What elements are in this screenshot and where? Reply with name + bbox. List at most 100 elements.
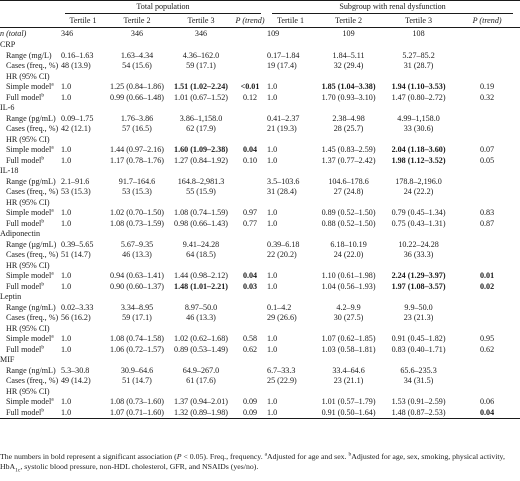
table-cell [383, 355, 456, 366]
table-cell [107, 355, 169, 366]
table-cell: 0.02 [479, 281, 495, 291]
table-cell: 104.6–178.6 [328, 176, 369, 186]
table-cell [169, 229, 235, 240]
table-cell [169, 166, 235, 177]
table-cell: 57 (16.5) [122, 124, 152, 134]
range-label: Range (pg/mL) [6, 176, 56, 186]
table-cell: 0.32 [479, 92, 495, 102]
results-table: Total population Subgroup with renal dys… [0, 0, 520, 419]
table-cell: 2.04 (1.18–3.60) [391, 145, 446, 155]
table-cell [383, 166, 456, 177]
section-row: IL-6 [0, 103, 520, 114]
table-row: Simple modela 1.0 1.08 (0.74–1.58) 1.02 (0.… [0, 334, 520, 345]
table-cell: 0.09–1.75 [61, 113, 94, 123]
table-cell [235, 40, 267, 51]
group-header-row: Total population Subgroup with renal dys… [0, 0, 520, 14]
table-cell: 1.08 (0.73–1.60) [110, 397, 164, 407]
table-cell [235, 313, 267, 324]
table-cell: 1.32 (0.89–1.98) [169, 407, 235, 419]
table-cell: 0.83 (0.40–1.71) [391, 344, 446, 354]
table-row: Range (µg/mL) 0.39–5.65 5.67–9.35 9.41–24.2… [0, 240, 520, 251]
table-cell [267, 355, 316, 366]
table-cell [316, 229, 383, 240]
table-cell: 0.62 [479, 344, 495, 354]
cases-label: Cases (freq., %) [6, 313, 59, 323]
table-cell [235, 229, 267, 240]
table-cell: 53 (15.3) [61, 187, 91, 197]
table-cell: 55 (15.9) [186, 187, 216, 197]
table-cell: 0.41–2.37 [267, 113, 300, 123]
table-cell [235, 166, 267, 177]
simple-model-text: Simple model [6, 208, 52, 218]
footnote-b-text: Adjusted for age, sex, smoking, physical… [351, 452, 505, 461]
table-cell [456, 187, 520, 198]
column-header-row: Tertile 1 Tertile 2 Tertile 3 P (trend) … [0, 14, 520, 28]
simple-model-label: Simple modela [0, 334, 61, 345]
hr-label-row: HR (95% CI) [0, 324, 520, 335]
table-cell [235, 72, 267, 83]
table-cell: 1.03 (0.58–1.81) [321, 344, 376, 354]
table-cell [267, 229, 316, 240]
table-cell: 23 (21.3) [403, 313, 434, 323]
table-cell: 1.47 (0.80–2.72) [391, 92, 446, 102]
table-cell: 1.0 [61, 271, 72, 281]
table-cell [456, 166, 520, 177]
table-cell: 1.0 [61, 281, 72, 291]
hr-label-row: HR (95% CI) [0, 198, 520, 209]
table-cell [267, 261, 316, 272]
table-cell: 0.95 [479, 334, 495, 344]
table-cell: 0.88 (0.52–1.50) [321, 218, 376, 228]
table-cell [456, 72, 520, 83]
group-renal-dysfunction: Subgroup with renal dysfunction [272, 2, 514, 14]
section-title: IL-6 [0, 103, 15, 113]
table-cell: 22 (20.2) [267, 250, 297, 260]
table-cell: 31 (28.4) [267, 187, 297, 197]
table-cell [169, 387, 235, 398]
table-cell: 31 (28.7) [403, 61, 434, 71]
table-cell: 0.10 [242, 155, 258, 165]
table-row: Simple modela 1.0 1.44 (0.97–2.16) 1.60 (1.… [0, 145, 520, 156]
table-row: Simple modela 1.0 1.08 (0.73–1.60) 1.37 (0.… [0, 397, 520, 408]
table-cell [383, 324, 456, 335]
table-cell: 1.0 [61, 218, 72, 228]
table-cell: 59 (17.1) [186, 61, 216, 71]
col-header-text: P (trend) [472, 15, 502, 25]
table-cell: 0.83 [479, 208, 495, 218]
cases-label: Cases (freq., %) [6, 61, 59, 71]
table-cell [235, 240, 267, 251]
table-cell [267, 292, 316, 303]
cases-label: Cases (freq., %) [6, 124, 59, 134]
table-row: Simple modela 1.0 1.25 (0.84–1.86) 1.51 (1.… [0, 82, 520, 93]
footnote-mark-a: a [264, 451, 268, 458]
footnote-text: , systolic blood pressure, non-HDL chole… [20, 462, 259, 471]
table-cell: 2.38–4.98 [332, 113, 365, 123]
section-row: MIF [0, 355, 520, 366]
table-cell [235, 261, 267, 272]
table-cell [456, 355, 520, 366]
table-cell: 32 (29.4) [333, 61, 364, 71]
table-row: Full modelb 1.0 0.90 (0.60–1.37) 1.48 (1.01… [0, 281, 520, 293]
table-row: Full modelb 1.0 1.08 (0.73–1.59) 0.98 (0.66… [0, 218, 520, 230]
table-row: Full modelb 1.0 1.07 (0.71–1.60) 1.32 (0.89… [0, 407, 520, 419]
table-cell [456, 313, 520, 324]
table-cell: 46 (13.3) [186, 313, 216, 323]
table-cell: 19 (17.4) [267, 61, 297, 71]
table-cell: 0.04 [456, 407, 520, 419]
table-cell [235, 198, 267, 209]
full-model-text: Full model [6, 92, 42, 102]
table-cell: 9.9–50.0 [404, 302, 433, 312]
table-cell [61, 261, 107, 272]
table-cell [169, 103, 235, 114]
col-header-p-trend: P (trend) [456, 14, 520, 28]
table-cell [235, 51, 267, 62]
table-cell: 1.98 (1.12–3.52) [391, 155, 446, 165]
table-cell: 29 (26.6) [267, 313, 297, 323]
table-cell [267, 198, 316, 209]
table-cell [235, 324, 267, 335]
table-cell [169, 292, 235, 303]
table-cell: 3.34–8.95 [120, 302, 154, 312]
table-cell: 24 (22.2) [403, 187, 434, 197]
table-cell: 0.39–6.18 [267, 239, 300, 249]
table-cell [456, 103, 520, 114]
